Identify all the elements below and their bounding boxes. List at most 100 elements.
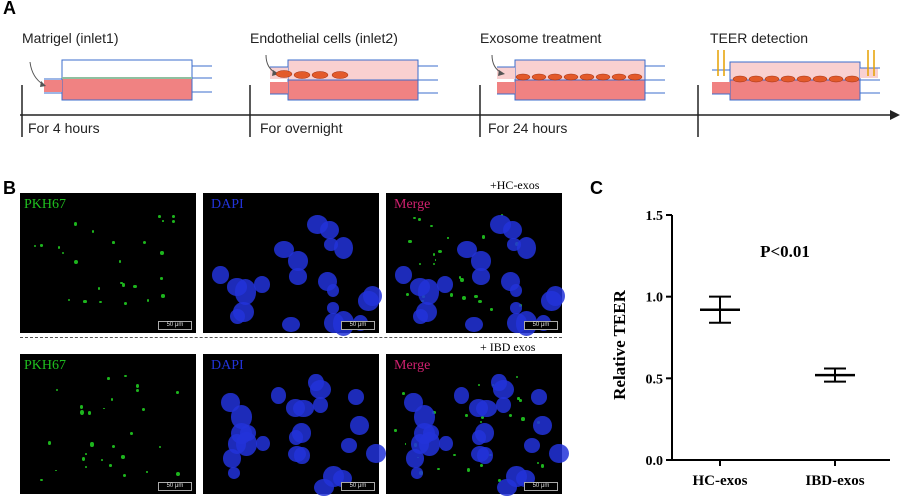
pkh67-signal — [39, 478, 43, 482]
pkh67-signal — [97, 287, 101, 291]
nucleus — [212, 266, 229, 284]
teer-chart: Relative TEER P<0.01 0.0 0.5 1.0 1.5 HC-exo… — [610, 209, 890, 489]
pkh67-signal — [462, 296, 467, 301]
pkh67-signal — [480, 415, 484, 419]
pkh67-signal — [478, 300, 482, 304]
pkh67-signal — [112, 444, 116, 448]
pkh67-signal — [122, 474, 126, 478]
panel-a-letter: A — [3, 0, 16, 18]
pkh67-signal — [465, 414, 468, 417]
nucleus — [347, 389, 365, 406]
pkh67-signal — [447, 237, 449, 239]
y-tick-label: 1.0 — [646, 291, 664, 306]
scale-bar: 50 μm — [341, 482, 375, 491]
step-4-title: TEER detection — [710, 30, 809, 46]
pkh67-signal — [458, 276, 462, 280]
pkh67-signal — [81, 457, 86, 461]
pkh67-signal — [466, 468, 471, 473]
nucleus — [270, 387, 287, 405]
pkh67-signal — [418, 218, 421, 222]
nucleus — [533, 415, 552, 436]
nucleus — [333, 237, 353, 260]
pkh67-signal — [402, 392, 406, 396]
nucleus — [327, 301, 340, 314]
pkh67-signal — [87, 411, 92, 415]
nucleus — [350, 415, 369, 436]
nucleus — [546, 286, 565, 306]
panel-c-letter: C — [590, 178, 603, 198]
panel-b-letter: B — [3, 178, 16, 198]
nucleus — [474, 423, 495, 444]
nucleus — [294, 447, 310, 464]
nucleus — [406, 449, 425, 468]
pkh67-signal — [406, 293, 410, 297]
pkh67-signal — [121, 283, 125, 288]
scale-bar: 50 μm — [524, 321, 558, 330]
channel-label-pkh67: PKH67 — [24, 358, 67, 373]
nucleus — [523, 438, 541, 454]
pkh67-signal — [412, 216, 416, 220]
chip-3 — [491, 54, 665, 101]
nucleus — [253, 275, 271, 293]
pkh67-signal — [460, 277, 464, 283]
step-3-title: Exosome treatment — [480, 30, 602, 46]
nucleus — [471, 268, 490, 285]
p-value-annotation: P<0.01 — [760, 242, 810, 261]
pkh67-signal — [103, 407, 105, 410]
pkh67-signal — [80, 410, 85, 415]
pkh67-signal — [74, 222, 78, 226]
channel-label-dapi: DAPI — [211, 197, 244, 212]
pkh67-signal — [477, 384, 480, 387]
micrograph-ibd-dapi: DAPI 50 μm — [203, 354, 386, 497]
pkh67-signal — [540, 464, 544, 468]
pkh67-signal — [450, 293, 454, 297]
nucleus — [308, 373, 324, 392]
pkh67-signal — [145, 471, 148, 473]
pkh67-signal — [109, 464, 113, 467]
pkh67-signal — [408, 239, 412, 244]
pkh67-signal — [160, 251, 164, 255]
channel-label-merge: Merge — [394, 197, 431, 212]
nucleus — [319, 220, 339, 239]
pkh67-signal — [481, 235, 486, 239]
pkh67-signal — [433, 263, 436, 266]
nucleus — [395, 266, 412, 284]
pkh67-signal — [437, 467, 441, 471]
chip-4 — [712, 50, 880, 101]
condition-label-ibd: + IBD exos — [480, 340, 536, 354]
pkh67-signal — [133, 284, 138, 289]
pkh67-signal — [34, 245, 36, 248]
nucleus — [470, 251, 492, 271]
pkh67-signal — [517, 396, 520, 400]
pkh67-signal — [452, 453, 456, 457]
pkh67-signal — [474, 294, 478, 299]
micrograph-hc-pkh67: PKH67 50 μm — [20, 193, 196, 333]
nucleus — [548, 444, 569, 464]
nucleus — [317, 271, 337, 292]
nucleus — [468, 399, 488, 417]
pkh67-signal — [432, 252, 436, 256]
nucleus — [363, 286, 382, 306]
nucleus — [288, 268, 307, 285]
nucleus — [256, 435, 271, 452]
pkh67-signal — [160, 294, 165, 298]
step-1-title: Matrigel (inlet1) — [22, 30, 119, 46]
pkh67-signal — [58, 246, 61, 249]
nucleus — [223, 449, 242, 468]
pkh67-signal — [120, 455, 125, 459]
pkh67-signal — [418, 263, 422, 266]
pkh67-signal — [515, 375, 519, 379]
pkh67-signal — [490, 308, 494, 311]
nucleus — [419, 431, 440, 457]
channel-label-merge: Merge — [394, 358, 431, 373]
nucleus — [530, 389, 548, 406]
scale-bar: 50 μm — [158, 321, 192, 330]
pkh67-signal — [74, 259, 79, 264]
nucleus — [287, 251, 309, 271]
condition-label-hc: +HC-exos — [490, 178, 540, 192]
pkh67-signal — [101, 458, 103, 461]
nucleus — [516, 237, 536, 260]
x-tick-label-ibd: IBD-exos — [805, 473, 864, 489]
nucleus — [453, 387, 470, 405]
nucleus — [404, 392, 423, 412]
